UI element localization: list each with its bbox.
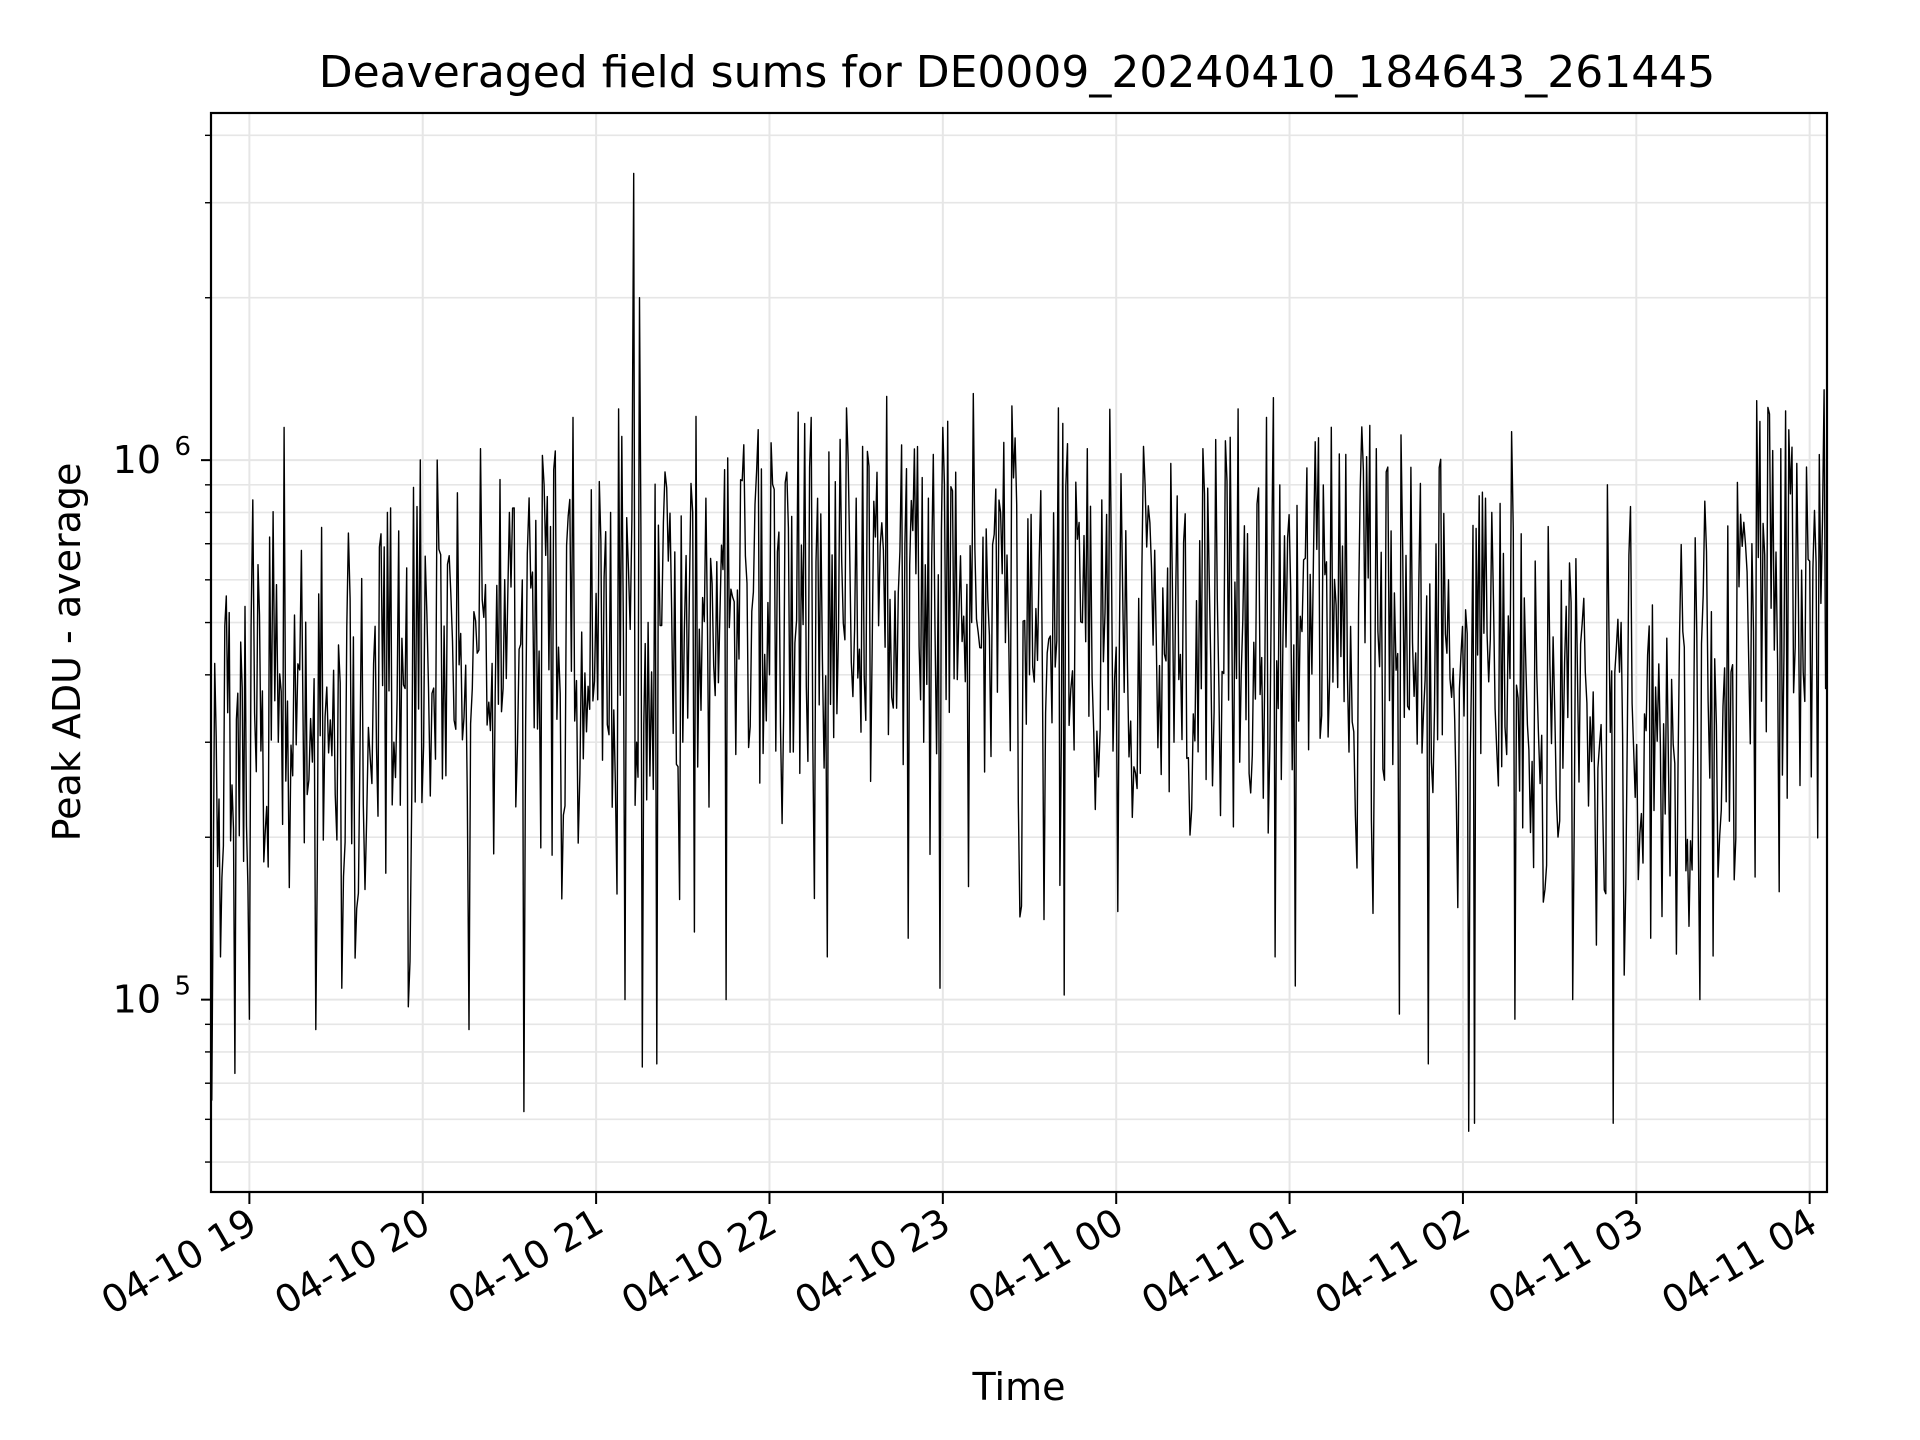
y-axis-label: Peak ADU - average [45, 463, 89, 842]
y-tick-exponent: 6 [174, 432, 191, 462]
y-tick-label: 10 [113, 438, 161, 482]
series-line [211, 172, 1827, 1132]
y-tick-label: 10 [113, 978, 161, 1022]
plot-frame [209, 111, 1829, 1194]
y-axis-ticks: 10 5 10 6 [113, 134, 211, 1163]
y-gridlines [211, 134, 1827, 1163]
y-tick-exponent: 5 [174, 972, 191, 1002]
x-axis-label: Time [972, 1365, 1066, 1409]
chart-title: Deaveraged field sums for DE0009_2024041… [319, 47, 1716, 98]
